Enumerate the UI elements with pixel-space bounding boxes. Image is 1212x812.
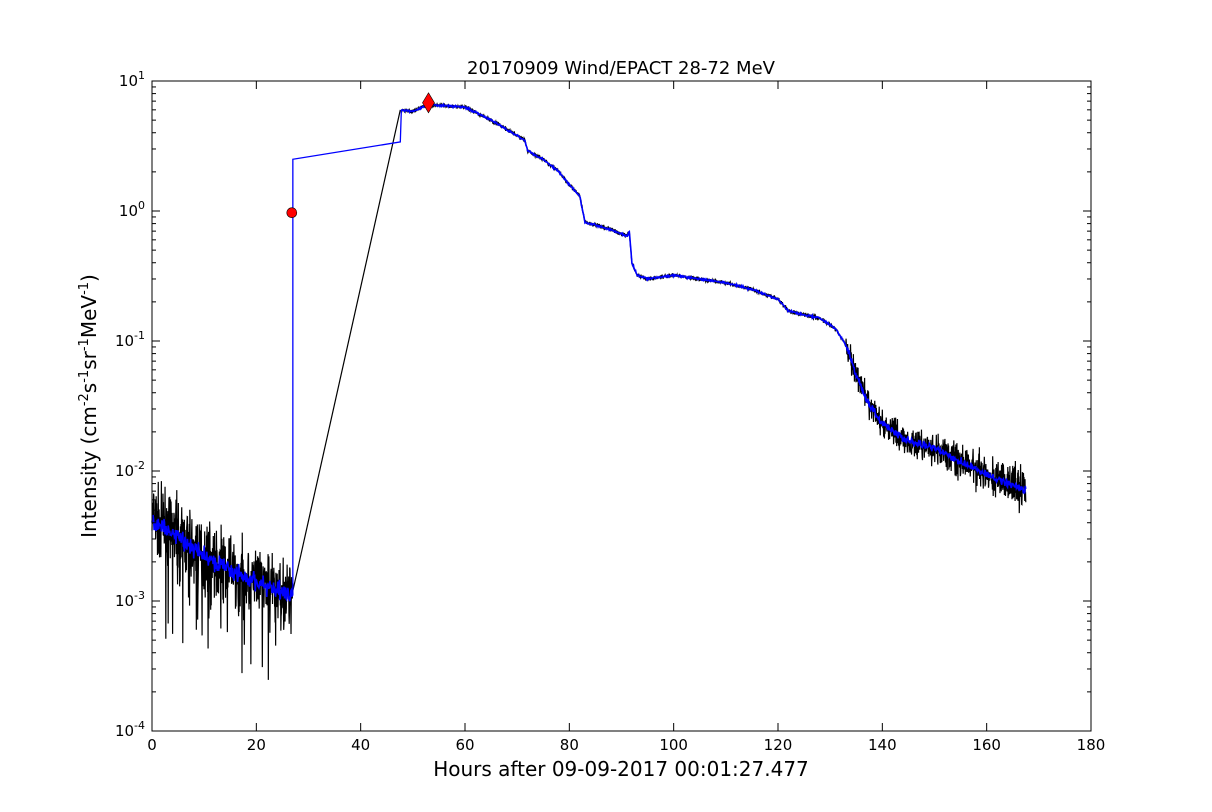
y-tick-label: 10-2 [115, 459, 145, 480]
y-axis-label: Intensity (cm-2s-1sr-1MeV-1) [77, 274, 101, 538]
raw-pre-event-line [151, 481, 294, 680]
x-tick-label: 140 [868, 736, 897, 754]
x-axis-label: Hours after 09-09-2017 00:01:27.477 [433, 757, 809, 781]
x-tick-label: 100 [659, 736, 688, 754]
y-tick-base: 10 [115, 722, 134, 740]
y-tick-label: 101 [119, 69, 145, 90]
y-label-part: Intensity (cm [77, 406, 101, 538]
raw-event-line [400, 101, 1027, 514]
y-tick-base: 10 [115, 332, 134, 350]
y-tick-exp: -3 [134, 589, 145, 602]
y-tick-base: 10 [115, 462, 134, 480]
y-label-part: MeV [77, 295, 101, 339]
x-tick-label: 80 [560, 736, 579, 754]
y-label-exp: -1 [77, 282, 92, 295]
x-tick-label: 160 [972, 736, 1001, 754]
y-tick-label: 10-3 [115, 589, 145, 610]
x-tick-label: 180 [1077, 736, 1106, 754]
y-tick-exp: -2 [134, 459, 145, 472]
smoothed-pre-event-line [151, 514, 294, 603]
y-tick-label: 10-4 [115, 719, 145, 740]
y-label-part: ) [77, 274, 101, 282]
y-tick-label: 100 [119, 199, 145, 220]
y-tick-base: 10 [119, 72, 138, 90]
y-label-part: s [77, 383, 101, 393]
y-label-exp: -1 [77, 370, 92, 383]
y-tick-exp: 0 [138, 199, 145, 212]
axes-frame [151, 80, 1092, 732]
plot-area: 0 20 40 60 80 100 120 140 160 18010-410-310-210-1… [115, 69, 1105, 754]
marker-peak [422, 92, 435, 114]
smoothed-gap-line [292, 109, 403, 596]
x-tick-label: 120 [764, 736, 793, 754]
y-tick-exp: 1 [138, 69, 145, 82]
y-tick-exp: -4 [134, 719, 145, 732]
y-label-part: sr [77, 350, 101, 369]
y-label-exp: -1 [77, 338, 92, 351]
y-tick-base: 10 [119, 202, 138, 220]
smoothed-event-line [400, 102, 1027, 495]
y-tick-base: 10 [115, 592, 134, 610]
raw-gap-line [292, 109, 401, 591]
x-tick-label: 60 [455, 736, 474, 754]
chart-title: 20170909 Wind/EPACT 28-72 MeV [467, 58, 776, 79]
x-tick-label: 20 [247, 736, 266, 754]
y-tick-label: 10-1 [115, 329, 145, 350]
y-tick-exp: -1 [134, 329, 145, 342]
x-tick-label: 0 [147, 736, 157, 754]
y-label-exp: -2 [77, 393, 92, 406]
marker-onset [286, 207, 298, 219]
x-tick-label: 40 [351, 736, 370, 754]
